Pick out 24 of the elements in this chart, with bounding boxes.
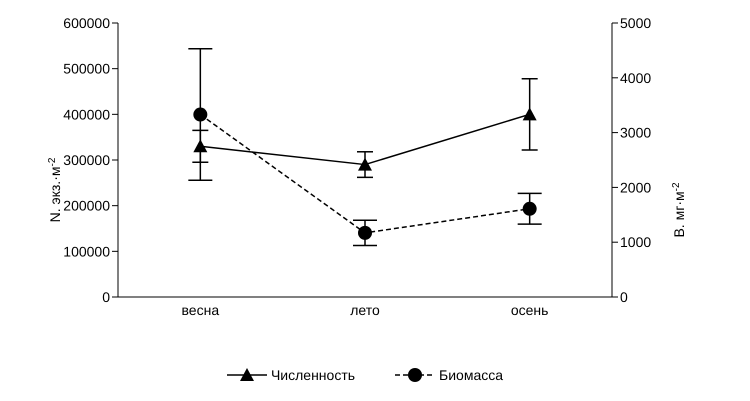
y2-tick-label: 5000 bbox=[620, 14, 652, 31]
x-tick-label: лето bbox=[350, 302, 380, 318]
y-tick-label: 400000 bbox=[63, 106, 110, 122]
x-tick-label: весна bbox=[182, 302, 220, 318]
y-tick-label: 0 bbox=[102, 288, 110, 305]
point bbox=[193, 108, 208, 122]
point bbox=[358, 158, 372, 171]
y-tick-label: 500000 bbox=[63, 60, 110, 77]
point bbox=[358, 226, 372, 240]
x-tick-label: осень bbox=[510, 302, 548, 318]
y-tick-label: 100000 bbox=[63, 243, 110, 260]
point bbox=[522, 107, 537, 120]
y-tick-label: 200000 bbox=[63, 198, 110, 214]
legend-label: Биомасса bbox=[439, 367, 504, 383]
y-tick-label: 300000 bbox=[63, 152, 110, 168]
y2-tick-label: 2000 bbox=[620, 179, 652, 196]
y2-tick-label: 3000 bbox=[620, 124, 652, 141]
y-tick-label: 600000 bbox=[63, 14, 110, 31]
legend-label: Численность bbox=[270, 367, 356, 383]
point bbox=[193, 139, 208, 152]
y2-tick-label: 0 bbox=[620, 288, 628, 305]
y2-tick-label: 4000 bbox=[620, 70, 652, 86]
y2-tick-label: 1000 bbox=[620, 234, 652, 250]
point bbox=[522, 202, 537, 216]
